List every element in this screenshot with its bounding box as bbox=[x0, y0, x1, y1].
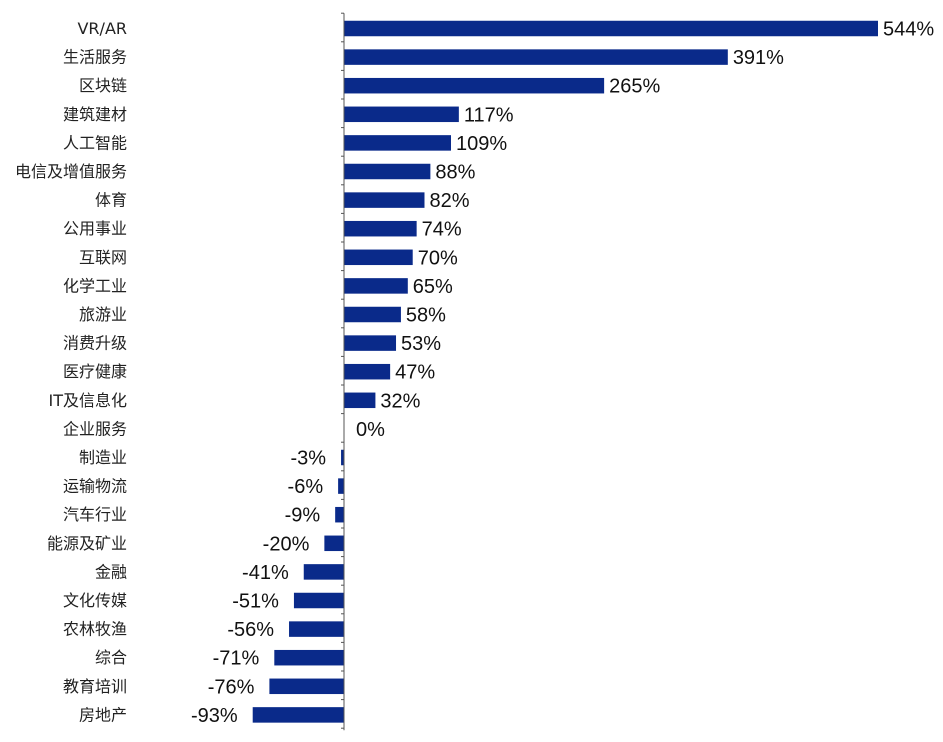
bar-22 bbox=[274, 649, 344, 666]
category-label-11: 消费升级 bbox=[63, 334, 127, 353]
category-label-5: 电信及增值服务 bbox=[15, 162, 127, 181]
value-label-7: 74% bbox=[422, 219, 462, 241]
category-label-8: 互联网 bbox=[79, 248, 127, 267]
value-label-9: 65% bbox=[413, 276, 453, 298]
bar-0 bbox=[344, 20, 878, 37]
bar-8 bbox=[344, 249, 413, 266]
bars-group bbox=[252, 20, 878, 723]
bar-21 bbox=[289, 621, 344, 637]
value-label-11: 53% bbox=[401, 333, 441, 355]
bar-12 bbox=[344, 363, 391, 380]
category-label-14: 企业服务 bbox=[63, 419, 127, 438]
value-label-15: -3% bbox=[290, 448, 326, 470]
bar-4 bbox=[344, 135, 451, 151]
bar-24 bbox=[252, 707, 344, 723]
bar-3 bbox=[344, 106, 459, 123]
value-label-5: 88% bbox=[435, 162, 475, 184]
category-label-10: 旅游业 bbox=[79, 305, 127, 324]
value-label-10: 58% bbox=[406, 305, 446, 327]
value-label-2: 265% bbox=[609, 76, 660, 98]
category-labels: VR/AR 生活服务区块链建筑建材人工智能电信及增值服务体育公用事业互联网化学工业… bbox=[15, 19, 127, 724]
value-label-14: 0% bbox=[356, 419, 385, 441]
value-label-6: 82% bbox=[429, 190, 469, 212]
category-label-1: 生活服务 bbox=[63, 48, 127, 67]
category-label-3: 建筑建材 bbox=[63, 105, 127, 124]
category-label-16: 运输物流 bbox=[63, 477, 127, 496]
category-label-9: 化学工业 bbox=[63, 276, 127, 295]
value-label-3: 117% bbox=[464, 104, 514, 126]
bar-1 bbox=[344, 49, 728, 65]
bar-19 bbox=[303, 564, 344, 580]
bar-23 bbox=[269, 678, 344, 695]
value-label-0: 544% bbox=[883, 19, 934, 41]
bar-10 bbox=[344, 306, 401, 323]
value-label-8: 70% bbox=[418, 247, 458, 269]
category-label-0: VR/AR bbox=[77, 19, 127, 38]
bar-18 bbox=[324, 535, 344, 552]
value-label-18: -20% bbox=[263, 533, 310, 555]
category-label-2: 区块链 bbox=[79, 76, 127, 95]
category-label-24: 房地产 bbox=[79, 705, 127, 724]
bar-11 bbox=[344, 335, 397, 351]
bar-6 bbox=[344, 192, 425, 208]
category-label-4: 人工智能 bbox=[63, 133, 127, 152]
value-label-17: -9% bbox=[285, 505, 321, 527]
bar-9 bbox=[344, 278, 408, 294]
category-label-15: 制造业 bbox=[79, 448, 127, 467]
category-label-22: 综合 bbox=[95, 648, 127, 667]
category-label-21: 农林牧渔 bbox=[63, 620, 127, 639]
bar-5 bbox=[344, 163, 431, 180]
bar-15 bbox=[341, 449, 344, 466]
value-label-21: -56% bbox=[227, 619, 274, 641]
value-label-16: -6% bbox=[288, 476, 324, 498]
category-label-19: 金融 bbox=[95, 562, 127, 581]
category-label-13: IT及信息化 bbox=[49, 391, 128, 410]
category-label-7: 公用事业 bbox=[63, 219, 127, 238]
bar-20 bbox=[293, 592, 344, 609]
value-label-22: -71% bbox=[213, 648, 260, 670]
value-label-20: -51% bbox=[232, 591, 279, 613]
category-label-18: 能源及矿业 bbox=[47, 534, 127, 553]
bar-16 bbox=[338, 478, 344, 494]
value-label-12: 47% bbox=[395, 362, 435, 384]
category-label-6: 体育 bbox=[95, 191, 127, 210]
value-label-23: -76% bbox=[208, 676, 255, 698]
category-label-17: 汽车行业 bbox=[63, 505, 127, 524]
value-labels: 544% 391% 265% 117% 109% 88% 82% 74% 70% 65% 58% 53… bbox=[191, 19, 934, 727]
value-label-24: -93% bbox=[191, 705, 238, 727]
value-label-19: -41% bbox=[242, 562, 289, 584]
value-label-13: 32% bbox=[380, 390, 420, 412]
value-label-1: 391% bbox=[733, 47, 784, 69]
y-axis bbox=[341, 12, 345, 731]
bar-17 bbox=[335, 506, 344, 523]
value-label-4: 109% bbox=[456, 133, 507, 155]
category-label-23: 教育培训 bbox=[63, 677, 127, 696]
bar-2 bbox=[344, 77, 605, 94]
bar-13 bbox=[344, 392, 376, 409]
bar-7 bbox=[344, 220, 417, 237]
category-label-12: 医疗健康 bbox=[63, 362, 127, 381]
category-label-20: 文化传媒 bbox=[63, 591, 127, 610]
